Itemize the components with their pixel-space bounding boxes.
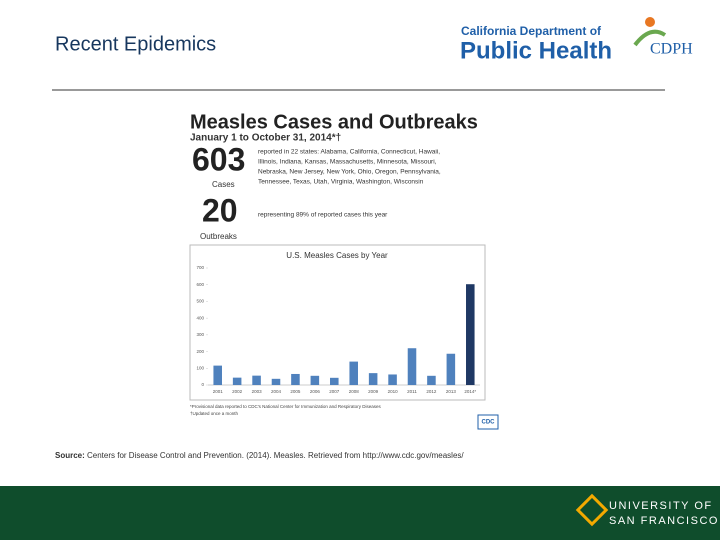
x-tick-label: 2013: [446, 389, 457, 394]
logo-line2: Public Health: [460, 37, 612, 64]
y-tick-label: 500: [196, 299, 204, 304]
bar: [271, 378, 281, 385]
logo-abbr: CDPH: [650, 41, 693, 58]
cases-text: Nebraska, New Jersey, New York, Ohio, Or…: [258, 169, 441, 176]
info-heading: Measles Cases and Outbreaks: [190, 111, 478, 133]
bar: [407, 348, 417, 385]
y-tick-label: 300: [196, 332, 204, 337]
bar: [388, 374, 397, 385]
x-tick-label: 2002: [232, 389, 243, 394]
footer-line1: UNIVERSITY OF: [609, 500, 713, 512]
bar: [213, 365, 222, 385]
logo-line1: California Department of: [461, 24, 602, 38]
cases-text: reported in 22 states: Alabama, Californ…: [258, 149, 440, 156]
y-tick-label: 600: [196, 282, 204, 287]
bar: [291, 373, 300, 385]
outbreaks-number: 20: [202, 192, 238, 228]
bar: [427, 375, 436, 385]
usf-emblem: [575, 493, 609, 527]
bar: [330, 377, 339, 385]
y-tick-label: 100: [196, 365, 204, 370]
source-label: Source:: [55, 451, 85, 460]
y-tick-label: 0: [201, 382, 204, 387]
footnote: †Updated once a month: [190, 411, 239, 416]
x-tick-label: 2007: [329, 389, 340, 394]
source-text: Centers for Disease Control and Preventi…: [87, 451, 464, 460]
x-tick-label: 2004: [271, 389, 282, 394]
footer-band: [0, 486, 720, 540]
y-tick-label: 700: [196, 265, 204, 270]
logo-figure: [645, 17, 655, 27]
x-tick-label: 2014*: [464, 389, 476, 394]
y-tick-label: 200: [196, 349, 204, 354]
cdc-logo-box: [477, 414, 499, 430]
bar: [368, 373, 378, 385]
bar: [349, 361, 358, 385]
slide-title: Recent Epidemics: [55, 33, 216, 55]
y-tick-label: 400: [196, 315, 204, 320]
x-tick-label: 2006: [310, 389, 321, 394]
x-tick-label: 2005: [290, 389, 301, 394]
cases-text: Tennessee, Texas, Utah, Virginia, Washin…: [258, 179, 424, 186]
x-tick-label: 2011: [407, 389, 417, 394]
bar: [466, 284, 475, 385]
footnote: *Provisional data reported to CDC's Nati…: [190, 404, 381, 409]
outbreaks-label: Outbreaks: [200, 232, 237, 241]
cases-text: Illinois, Indiana, Kansas, Massachusetts…: [258, 159, 437, 166]
x-tick-label: 2012: [426, 389, 437, 394]
outbreaks-text: representing 89% of reported cases this …: [258, 212, 388, 219]
bar: [446, 353, 456, 385]
cases-label: Cases: [212, 180, 235, 189]
x-tick-label: 2009: [368, 389, 379, 394]
logo-figure: [633, 29, 667, 47]
bar: [232, 377, 242, 385]
bar: [252, 375, 261, 385]
x-tick-label: 2001: [213, 389, 224, 394]
footer-line2: SAN FRANCISCO: [609, 515, 719, 527]
chart-title: U.S. Measles Cases by Year: [286, 251, 388, 260]
x-tick-label: 2008: [349, 389, 360, 394]
chart: 0 100 200 300 400 500 600 700 2001 2002 2003 2004 20…: [196, 265, 480, 394]
x-tick-label: 2003: [252, 389, 263, 394]
cdc-logo: CDC: [482, 420, 496, 426]
info-subheading: January 1 to October 31, 2014*†: [190, 133, 341, 144]
bar: [310, 375, 320, 385]
x-tick-label: 2010: [388, 389, 399, 394]
chart-frame: [189, 244, 486, 401]
cases-number: 603: [192, 141, 245, 177]
